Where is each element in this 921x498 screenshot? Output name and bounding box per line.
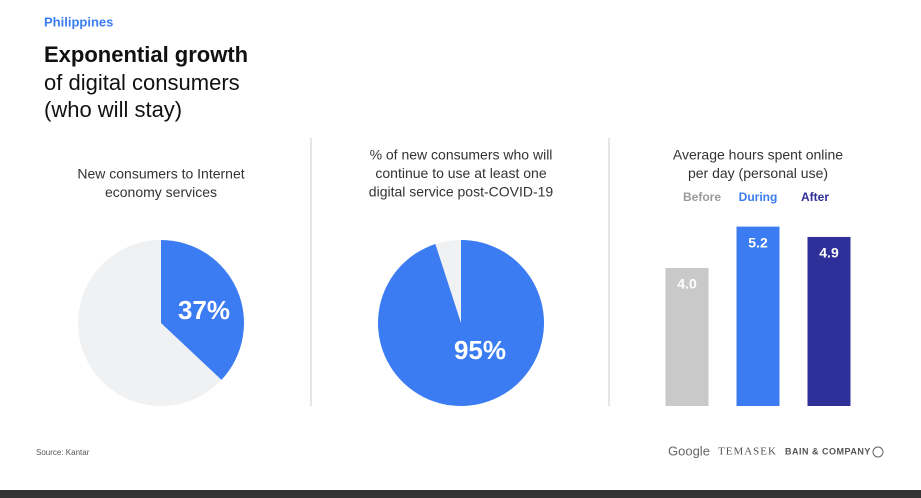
- logo: BAIN & COMPANY: [785, 446, 871, 456]
- chart-title: Average hours spent online: [673, 147, 843, 163]
- value-label: 95%: [454, 335, 506, 365]
- chart-title: continue to use at least one: [375, 165, 546, 181]
- chart-title: % of new consumers who will: [370, 147, 553, 163]
- chart-title: New consumers to Internet: [77, 166, 244, 182]
- chart-title: per day (personal use): [688, 165, 828, 181]
- pie-rest: [77, 240, 222, 407]
- title-line: of digital consumers: [44, 70, 240, 95]
- chart-title: economy services: [105, 184, 217, 200]
- bar: [665, 268, 709, 406]
- logo-icon: [872, 446, 884, 458]
- pie-slice: [377, 240, 544, 406]
- category-label: Before: [683, 190, 721, 204]
- logo: TEMASEK: [718, 446, 777, 458]
- pie-slice: [161, 240, 244, 380]
- source: Source: Kantar: [36, 448, 90, 457]
- title-line: (who will stay): [44, 97, 182, 122]
- pie-rest: [435, 240, 461, 323]
- bottom-bar: [0, 490, 921, 498]
- country: Philippines: [44, 14, 113, 29]
- value-label: 5.2: [748, 234, 768, 250]
- value-label: 37%: [178, 295, 230, 325]
- value-label: 4.0: [677, 276, 697, 292]
- category-label: After: [801, 190, 829, 204]
- logo: Google: [668, 443, 710, 458]
- value-label: 4.9: [819, 245, 839, 261]
- title: Exponential growth: [44, 42, 248, 67]
- category-label: During: [739, 190, 778, 204]
- bar: [736, 226, 780, 406]
- chart-title: digital service post-COVID-19: [369, 184, 554, 200]
- bar: [807, 236, 851, 406]
